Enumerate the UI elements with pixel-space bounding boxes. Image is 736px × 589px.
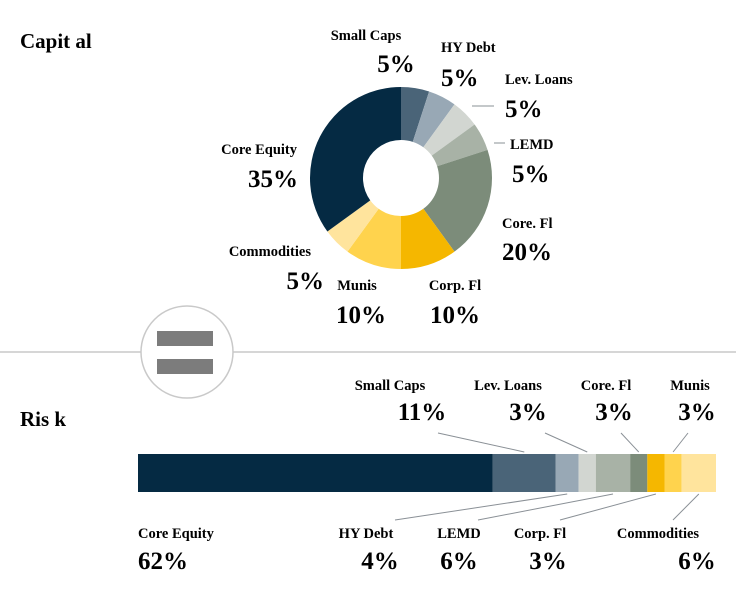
risk-label-commodities: Commodities: [617, 526, 700, 542]
capital-donut-chart: [310, 87, 493, 269]
leader-core-fl: [620, 432, 640, 453]
segment-munis: [664, 454, 682, 492]
segment-small-caps: [492, 454, 556, 492]
leader-small-caps: [437, 432, 525, 453]
risk-label-munis: Munis: [670, 378, 710, 394]
capital-label-small-caps: Small Caps: [331, 28, 402, 44]
risk-label-core-equity: Core Equity: [138, 526, 215, 542]
equals-icon: [140, 305, 234, 399]
leader-corp-fl: [559, 493, 657, 521]
risk-value-hy-debt: 4%: [361, 548, 399, 575]
leader-hy-debt: [394, 493, 568, 521]
risk-value-corp-fl: 3%: [529, 548, 567, 575]
capital-value-lev-loans: 5%: [505, 96, 543, 123]
slice-small-caps: [401, 87, 430, 142]
capital-label-commodities: Commodities: [229, 244, 312, 260]
slice-munis: [347, 208, 401, 269]
capital-label-lemd: LEMD: [510, 137, 554, 153]
capital-label-corp-fl: Corp. Fl: [429, 278, 481, 294]
capital-label-core-fl: Core. Fl: [502, 216, 552, 232]
capital-label-munis: Munis: [337, 278, 377, 294]
leader-lemd: [477, 493, 614, 521]
risk-label-core-fl: Core. Fl: [581, 378, 631, 394]
risk-labels: Core Equity 62% Small Caps 11% HY Debt 4% Lev.…: [138, 378, 716, 575]
slice-commodities: [327, 200, 379, 252]
slice-lev-loans: [423, 104, 475, 156]
risk-value-core-equity: 62%: [138, 548, 188, 575]
capital-value-corp-fl: 10%: [430, 302, 480, 329]
risk-value-lemd: 6%: [440, 548, 478, 575]
leader-commodities: [672, 493, 700, 521]
capital-value-commodities: 5%: [287, 268, 325, 295]
capital-value-munis: 10%: [336, 302, 386, 329]
segment-corp-fl: [647, 454, 665, 492]
risk-label-small-caps: Small Caps: [355, 378, 426, 394]
capital-value-lemd: 5%: [512, 161, 550, 188]
risk-label-corp-fl: Corp. Fl: [514, 526, 566, 542]
risk-stacked-bar: [138, 454, 716, 492]
slice-lemd: [431, 124, 488, 167]
slice-core-equity: [310, 87, 401, 232]
capital-value-core-equity: 35%: [248, 166, 298, 193]
capital-labels: Small Caps 5% HY Debt 5% Lev. Loans 5% LEMD 5% C…: [221, 28, 573, 329]
risk-value-munis: 3%: [678, 399, 716, 426]
risk-title: Ris k: [20, 407, 66, 431]
risk-value-core-fl: 3%: [595, 399, 633, 426]
segment-core-equity: [138, 454, 493, 492]
risk-label-hy-debt: HY Debt: [339, 526, 394, 542]
capital-label-core-equity: Core Equity: [221, 142, 298, 158]
segment-commodities: [681, 454, 716, 492]
capital-label-lev-loans: Lev. Loans: [505, 72, 573, 88]
segment-lemd: [595, 454, 631, 492]
risk-value-commodities: 6%: [678, 548, 716, 575]
slice-corp-fl: [401, 208, 455, 269]
leader-munis: [672, 432, 689, 453]
capital-value-hy-debt: 5%: [441, 65, 479, 92]
segment-lev-loans: [578, 454, 596, 492]
capital-value-small-caps: 5%: [377, 51, 415, 78]
segment-core-fl: [630, 454, 648, 492]
slice-core-fl: [423, 149, 493, 252]
capital-title: Capit al: [20, 29, 92, 53]
risk-label-lemd: LEMD: [437, 526, 481, 542]
risk-value-lev-loans: 3%: [509, 399, 547, 426]
risk-value-small-caps: 11%: [398, 399, 447, 426]
risk-label-lev-loans: Lev. Loans: [474, 378, 542, 394]
leader-lev-loans: [544, 432, 588, 453]
capital-value-core-fl: 20%: [502, 239, 552, 266]
capital-label-hy-debt: HY Debt: [441, 40, 496, 56]
segment-hy-debt: [555, 454, 579, 492]
slice-hy-debt: [412, 91, 455, 148]
